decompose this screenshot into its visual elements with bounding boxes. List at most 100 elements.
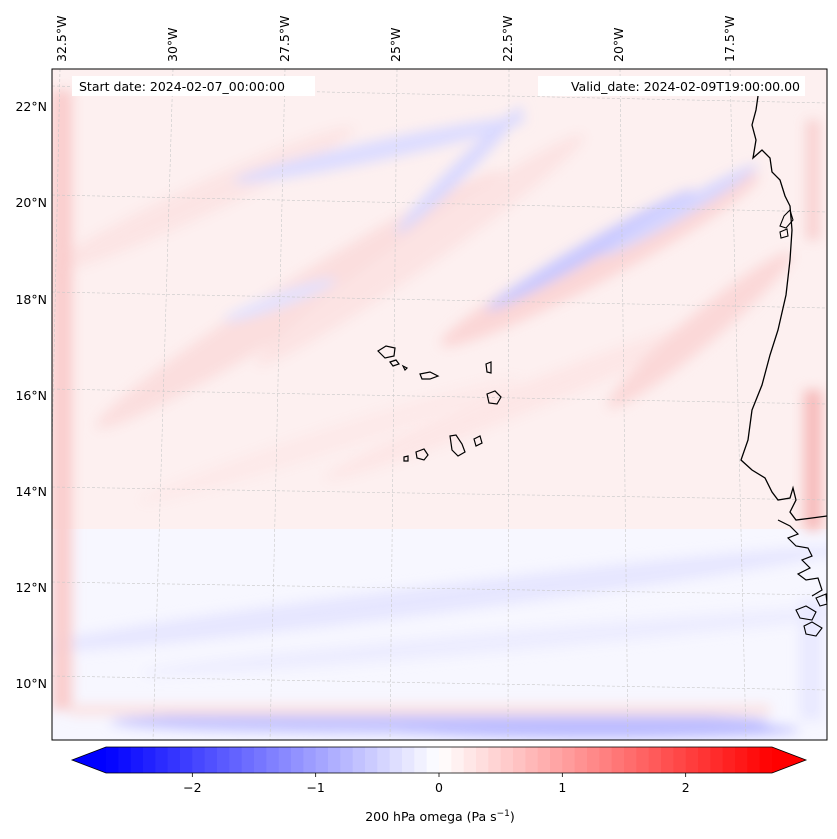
colorbar-segment (698, 747, 711, 773)
colorbar-segment (130, 747, 144, 773)
sao-vicente-island (389, 359, 400, 367)
lon-label: 30°W (165, 27, 180, 62)
colorbar-segment (241, 747, 255, 773)
colorbar-segment (488, 747, 502, 773)
colorbar-segment (315, 747, 329, 773)
colorbar-segment (587, 747, 600, 773)
colorbar-segment (463, 747, 477, 773)
lat-label: 18°N (15, 292, 47, 307)
colorbar-min-extension (72, 747, 106, 773)
coast-inlet-2 (779, 228, 789, 239)
colorbar-segment (636, 747, 650, 773)
map-frame (51, 68, 828, 741)
colorbar-segment (611, 747, 625, 773)
colorbar-segment (328, 747, 341, 773)
map-panel: Start date: 2024-02-07_00:00:00 Valid_da… (15, 16, 828, 741)
colorbar-segment (118, 747, 132, 773)
lon-label: 22.5°W (500, 16, 515, 62)
colorbar-segment (525, 747, 539, 773)
colorbar-title: 200 hPa omega (Pa s−1) (365, 809, 515, 824)
guinea-coastline (777, 519, 823, 597)
lat-label: 12°N (15, 580, 47, 595)
valid-date-label: Valid_date: 2024-02-09T19:00:00.00 (571, 79, 800, 94)
colorbar-segment (106, 747, 119, 773)
latitude-labels: 22°N 20°N 18°N 16°N 14°N 12°N 10°N (15, 99, 47, 691)
boa-vista-island (486, 390, 502, 405)
omega-field (52, 69, 827, 740)
colorbar-segment (167, 747, 181, 773)
colorbar-segment (426, 747, 440, 773)
lon-label: 32.5°W (54, 16, 69, 62)
colorbar-segment (389, 747, 403, 773)
colorbar-segments (106, 747, 773, 773)
colorbar-segment (204, 747, 218, 773)
lon-label: 17.5°W (722, 16, 737, 62)
cape-verde-islands (377, 345, 502, 462)
sal-island (485, 361, 492, 374)
colorbar-segment (192, 747, 206, 773)
colorbar-segment (155, 747, 169, 773)
bijagos-island-1 (795, 605, 817, 621)
colorbar-segment (500, 747, 514, 773)
lat-label: 14°N (15, 484, 47, 499)
bijagos-island-2 (803, 621, 823, 637)
santa-luzia-island (401, 364, 409, 372)
colorbar-tick-label: −1 (306, 780, 324, 795)
graticule (52, 69, 827, 740)
colorbar-ticks: −2 −1 0 1 2 (183, 773, 690, 795)
colorbar-segment (476, 747, 489, 773)
africa-coastline (740, 95, 827, 521)
lat-label: 10°N (15, 676, 47, 691)
colorbar-segment (377, 747, 391, 773)
santo-antao-island (377, 345, 396, 359)
colorbar-segment (303, 747, 317, 773)
longitude-labels: 32.5°W 30°W 27.5°W 25°W 22.5°W 20°W 17.5… (54, 16, 737, 62)
sao-nicolau-island (419, 371, 440, 380)
lat-label: 16°N (15, 388, 47, 403)
colorbar-segment (291, 747, 304, 773)
lon-label: 27.5°W (277, 16, 292, 62)
colorbar-segment (648, 747, 662, 773)
colorbar-segment (278, 747, 292, 773)
colorbar-segment (229, 747, 243, 773)
colorbar-segment (340, 747, 354, 773)
colorbar-segment (747, 747, 761, 773)
colorbar-segment (574, 747, 588, 773)
colorbar-segment (217, 747, 230, 773)
coast-inlet (779, 208, 794, 229)
colorbar-segment (513, 747, 526, 773)
colorbar-segment (562, 747, 576, 773)
colorbar-segment (439, 747, 452, 773)
lon-label: 20°W (611, 27, 626, 62)
colorbar-tick-label: −2 (183, 780, 201, 795)
colorbar-segment (352, 747, 366, 773)
colorbar: −2 −1 0 1 2 200 hPa omega (Pa s−1) (70, 746, 808, 824)
valid-date-box (538, 76, 805, 96)
lat-label: 20°N (15, 195, 47, 210)
colorbar-segment (710, 747, 724, 773)
colorbar-segment (365, 747, 378, 773)
colorbar-segment (661, 747, 674, 773)
colorbar-tick-label: 0 (435, 780, 443, 795)
colorbar-segment (266, 747, 280, 773)
bijagos-island-3 (815, 593, 827, 607)
colorbar-segment (143, 747, 156, 773)
colorbar-tick-label: 1 (558, 780, 566, 795)
colorbar-segment (451, 747, 465, 773)
colorbar-segment (735, 747, 748, 773)
colorbar-segment (759, 747, 773, 773)
colorbar-segment (254, 747, 267, 773)
colorbar-segment (537, 747, 551, 773)
colorbar-segment (624, 747, 637, 773)
colorbar-outline (70, 746, 808, 774)
colorbar-segment (402, 747, 415, 773)
lon-label: 25°W (388, 27, 403, 62)
colorbar-segment (414, 747, 428, 773)
colorbar-segment (599, 747, 613, 773)
fogo-island (415, 448, 429, 461)
colorbar-segment (180, 747, 193, 773)
colorbar-tick-label: 2 (682, 780, 690, 795)
santiago-island (449, 434, 466, 457)
colorbar-segment (722, 747, 736, 773)
